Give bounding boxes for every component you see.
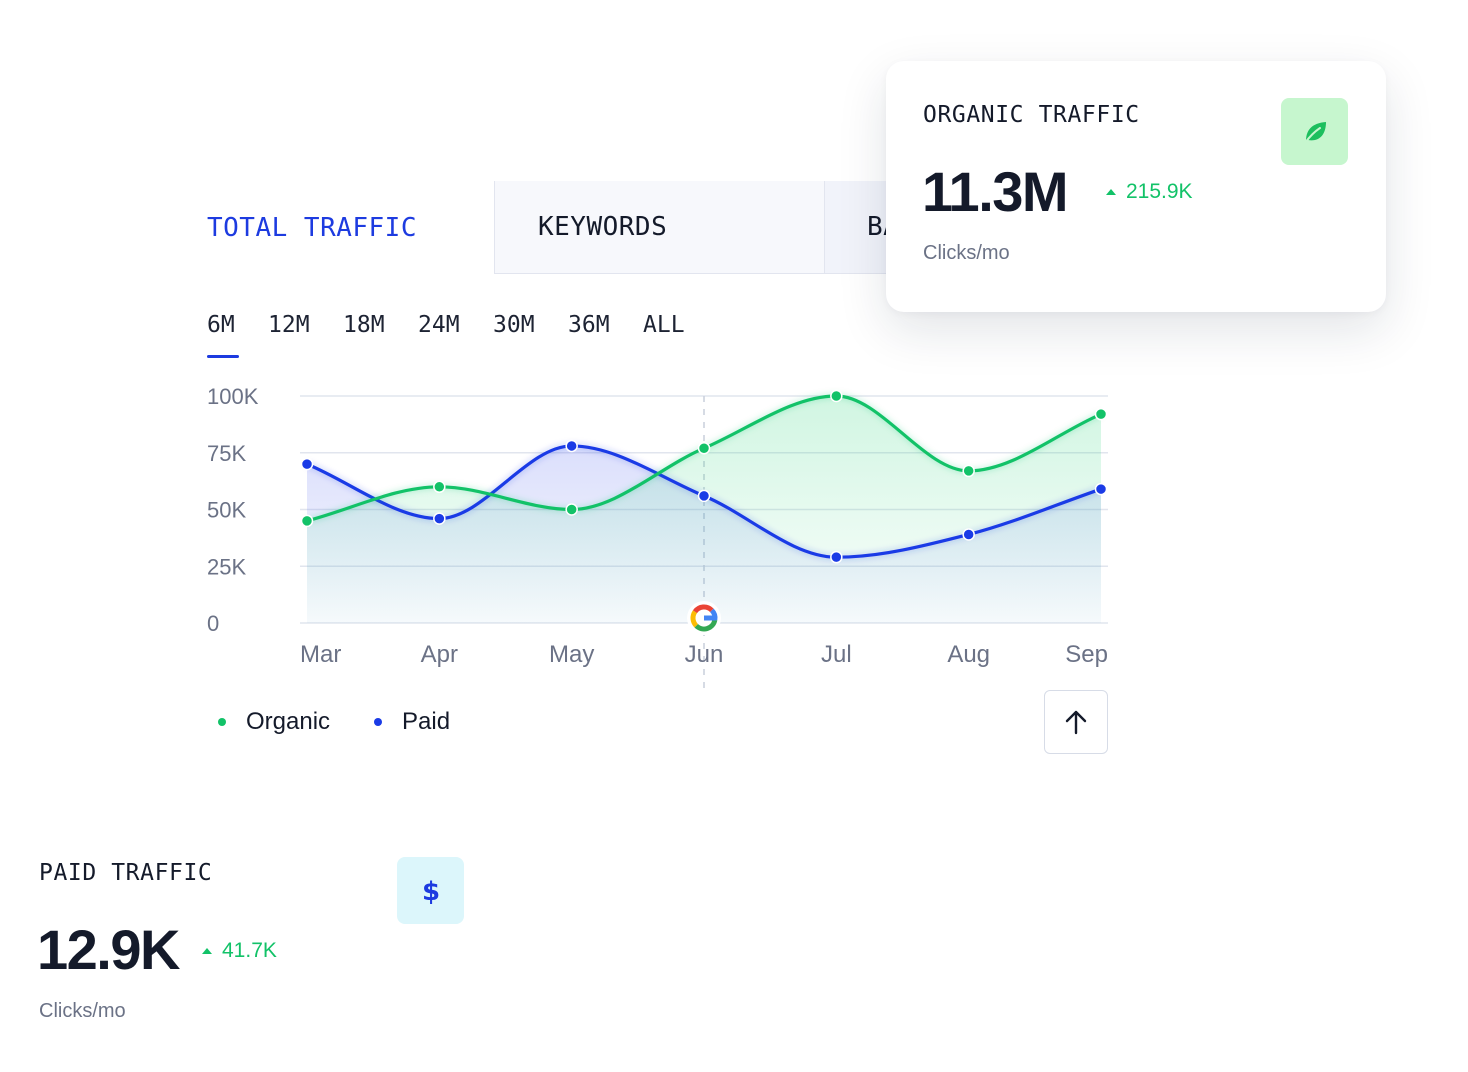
y-tick-label: 75K [207,441,246,466]
point-paid [433,512,446,525]
organic-traffic-delta: 215.9K [1106,180,1193,204]
svg-text:$: $ [421,877,439,907]
point-organic [830,389,843,403]
selected-range-indicator [207,355,239,358]
tab-keywords[interactable]: KEYWORDS [494,181,824,274]
y-axis-labels: 100K 75K 50K 25K 0 [207,384,259,636]
google-icon-arc [690,610,699,628]
dollar-icon: $ [421,877,439,907]
point-paid [962,528,975,541]
x-tick-label: Jul [821,641,852,668]
dollar-icon-box: $ [397,857,464,924]
range-all[interactable]: ALL [643,312,685,338]
range-6m[interactable]: 6M [207,312,235,338]
x-tick-label: May [549,641,594,668]
google-icon-bar [704,615,716,621]
range-24m[interactable]: 24M [418,312,460,338]
point-paid [830,550,843,564]
point-organic [962,464,975,478]
chart-points [300,389,1108,564]
paid-traffic-label: PAID TRAFFIC [39,860,213,886]
range-12m[interactable]: 12M [268,312,310,338]
y-tick-label: 50K [207,498,246,523]
point-organic [433,480,446,494]
x-tick-label: Sep [1065,641,1108,668]
paid-traffic-delta: 41.7K [202,939,277,963]
point-paid [300,457,314,471]
google-icon [687,601,721,635]
x-tick-label: Apr [421,641,458,668]
x-tick-label: Mar [300,641,341,668]
leaf-icon [1303,121,1326,144]
point-organic [1094,407,1108,421]
organic-traffic-card: ORGANIC TRAFFIC 11.3M 215.9K Clicks/mo [886,61,1386,312]
legend-label-organic: Organic [246,708,331,735]
x-tick-label: Jun [685,641,724,668]
point-paid [565,439,578,453]
legend-item-paid[interactable]: Paid [374,708,450,736]
y-tick-label: 25K [207,554,246,579]
traffic-chart: 100K 75K 50K 25K 0 Mar Apr May Jun Jul Aug Sep [207,384,1108,692]
legend-dot-organic [218,718,226,726]
range-18m[interactable]: 18M [343,312,385,338]
x-axis-labels: Mar Apr May Jun Jul Aug Sep [300,641,1108,668]
point-paid [697,489,711,503]
point-organic [565,503,578,516]
legend-label-paid: Paid [402,708,451,735]
delta-up-icon [1106,189,1116,195]
arrow-up-icon [1065,710,1087,735]
range-30m[interactable]: 30M [493,312,535,338]
organic-traffic-delta-value: 215.9K [1126,180,1193,203]
x-tick-label: Aug [947,641,990,668]
range-36m[interactable]: 36M [568,312,610,338]
tab-total-traffic[interactable]: TOTAL TRAFFIC [207,212,417,243]
chart-legend: Organic Paid [218,704,494,740]
chart-annotation [687,601,721,635]
legend-dot-paid [374,718,383,726]
point-organic [697,441,711,455]
traffic-tabs: TOTAL TRAFFIC KEYWORDS BA [180,181,904,276]
legend-item-organic[interactable]: Organic [218,708,330,736]
point-organic [300,514,314,528]
y-tick-label: 0 [207,611,219,636]
paid-traffic-value: 12.9K [37,918,180,981]
paid-traffic-delta-value: 41.7K [222,939,277,962]
scroll-up-button[interactable] [1044,690,1108,754]
delta-up-icon [202,948,212,954]
paid-traffic-unit: Clicks/mo [39,1000,126,1022]
chart-areas [307,396,1101,623]
organic-traffic-unit: Clicks/mo [923,242,1010,264]
y-tick-label: 100K [207,384,259,409]
area-organic [307,396,1101,623]
google-icon-arc [694,619,718,632]
point-paid [1094,482,1108,496]
organic-traffic-value: 11.3M [922,160,1069,223]
organic-traffic-label: ORGANIC TRAFFIC [923,102,1140,128]
leaf-icon-box [1281,98,1348,165]
google-icon-arc [692,604,714,614]
